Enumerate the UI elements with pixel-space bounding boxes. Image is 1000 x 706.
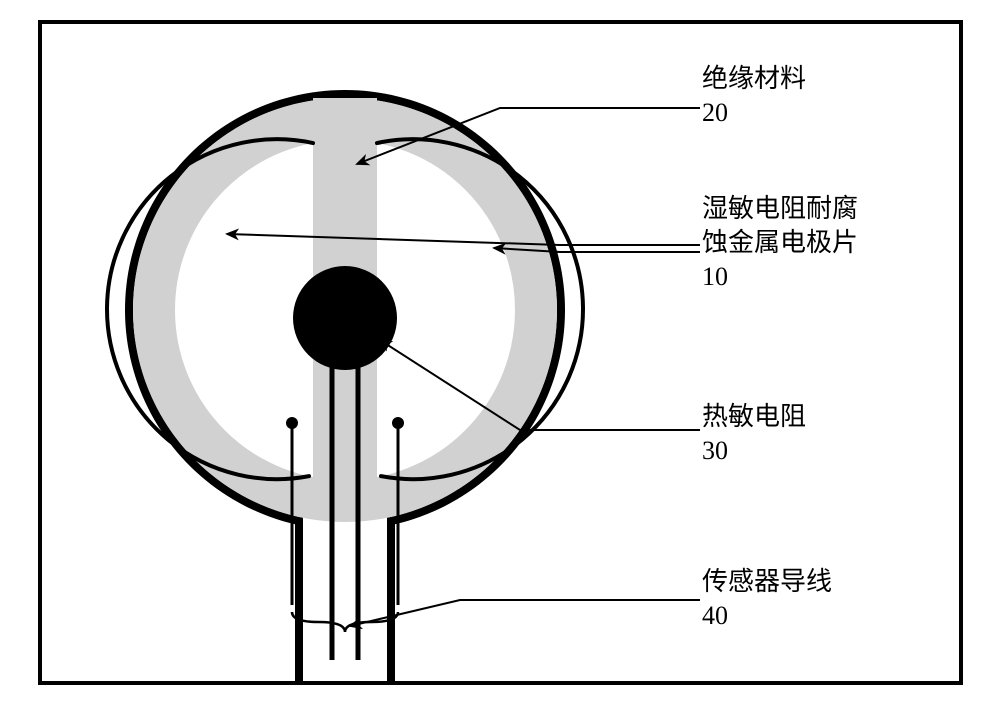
label-leads-line-0: 传感器导线 [702, 565, 832, 599]
label-thermistor: 热敏电阻30 [702, 400, 806, 468]
label-electrode-line-0: 湿敏电阻耐腐 [702, 192, 858, 226]
label-insulating-line-1: 20 [702, 96, 806, 130]
callout-arrow-leads-0 [350, 600, 700, 626]
label-thermistor-line-0: 热敏电阻 [702, 400, 806, 434]
sensor-diagram-svg [0, 0, 1000, 706]
label-electrode-line-1: 蚀金属电极片 [702, 226, 858, 260]
label-leads: 传感器导线40 [702, 565, 832, 633]
thermistor [293, 266, 397, 370]
label-electrode: 湿敏电阻耐腐蚀金属电极片10 [702, 192, 858, 293]
label-insulating-line-0: 绝缘材料 [702, 62, 806, 96]
diagram-canvas: 绝缘材料20 湿敏电阻耐腐蚀金属电极片10 热敏电阻30 传感器导线40 [0, 0, 1000, 706]
label-leads-line-1: 40 [702, 599, 832, 633]
label-insulating: 绝缘材料20 [702, 62, 806, 130]
label-electrode-line-2: 10 [702, 260, 858, 294]
label-thermistor-line-1: 30 [702, 434, 806, 468]
